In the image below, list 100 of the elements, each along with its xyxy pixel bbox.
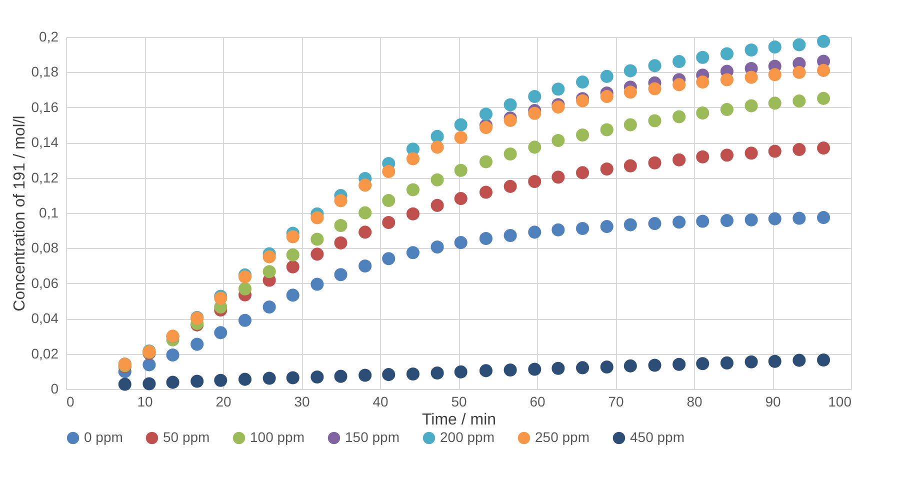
point	[238, 282, 252, 296]
y-tick-label: 0,04	[31, 310, 59, 326]
point	[504, 98, 517, 112]
point	[166, 348, 180, 362]
point	[600, 90, 614, 103]
point	[792, 354, 806, 367]
point	[504, 229, 517, 242]
point	[600, 70, 614, 83]
point	[768, 144, 782, 158]
point	[528, 140, 542, 154]
point	[768, 212, 782, 226]
y-tick-label: 0,06	[31, 274, 59, 291]
y-tick-label: 0,1	[39, 204, 59, 220]
point	[696, 50, 710, 64]
point	[334, 194, 348, 208]
legend-label: 100 ppm	[250, 429, 304, 445]
point	[406, 368, 420, 381]
point	[334, 218, 348, 232]
y-tick-label: 0,12	[31, 169, 59, 186]
y-tick-label: 0	[50, 380, 59, 396]
point	[430, 130, 444, 143]
point	[528, 362, 542, 376]
point	[262, 265, 276, 278]
point	[454, 130, 468, 144]
point	[817, 353, 830, 366]
point	[479, 232, 492, 246]
point	[744, 99, 758, 112]
y-tick-label: 0,08	[31, 240, 59, 256]
point	[406, 207, 420, 220]
point	[382, 164, 396, 178]
x-tick-label: 50	[451, 394, 467, 410]
point	[262, 372, 276, 385]
point	[672, 78, 686, 92]
y-tick-label: 0,2	[39, 28, 59, 44]
point	[262, 300, 276, 314]
y-axis-title: Concentration of 191 / mol/l	[11, 116, 28, 312]
point	[479, 186, 492, 199]
point	[528, 226, 542, 239]
point	[286, 288, 300, 302]
point	[142, 358, 156, 372]
point	[430, 240, 444, 254]
point	[286, 371, 300, 384]
point	[720, 73, 734, 86]
point	[624, 359, 637, 372]
point	[406, 183, 420, 196]
point	[720, 356, 734, 370]
y-tick-label: 0,02	[31, 345, 59, 362]
y-tick-label: 0,16	[31, 98, 59, 115]
point	[768, 96, 782, 110]
point	[648, 358, 662, 372]
point	[166, 376, 180, 389]
point	[648, 156, 662, 170]
point	[744, 44, 758, 57]
point	[454, 164, 468, 177]
x-tick-label: 0	[66, 394, 74, 410]
point	[504, 363, 517, 376]
point	[648, 59, 662, 72]
point	[406, 246, 420, 260]
x-tick-label: 60	[530, 394, 546, 410]
point	[696, 106, 710, 120]
point	[358, 178, 372, 192]
point	[744, 70, 758, 84]
legend-label: 200 ppm	[440, 429, 494, 445]
point	[792, 212, 806, 225]
point	[286, 248, 300, 262]
legend-label: 50 ppm	[163, 429, 210, 445]
point	[552, 170, 565, 184]
point	[310, 232, 324, 246]
y-tick-label: 0,18	[31, 64, 59, 80]
point	[720, 103, 734, 116]
point	[672, 54, 686, 68]
point	[238, 314, 252, 327]
point	[672, 110, 686, 124]
point	[382, 252, 396, 266]
point	[552, 362, 565, 375]
point	[430, 198, 444, 212]
point	[792, 38, 806, 52]
point	[430, 366, 444, 380]
point	[334, 370, 348, 383]
point	[334, 236, 348, 250]
point	[624, 218, 637, 232]
point	[696, 357, 710, 370]
point	[600, 220, 614, 234]
point	[744, 213, 758, 226]
point	[817, 34, 830, 48]
point	[720, 47, 734, 60]
point	[528, 174, 542, 188]
point	[792, 66, 806, 79]
point	[817, 142, 830, 155]
legend-label: 450 ppm	[630, 429, 684, 445]
point	[286, 260, 300, 274]
point	[454, 192, 468, 206]
point	[624, 118, 637, 132]
point	[454, 236, 468, 250]
point	[817, 92, 830, 105]
y-tick-label: 0,14	[31, 134, 59, 150]
legend-label: 150 ppm	[345, 429, 400, 445]
point	[576, 361, 590, 374]
point	[817, 64, 830, 77]
point	[552, 100, 565, 114]
